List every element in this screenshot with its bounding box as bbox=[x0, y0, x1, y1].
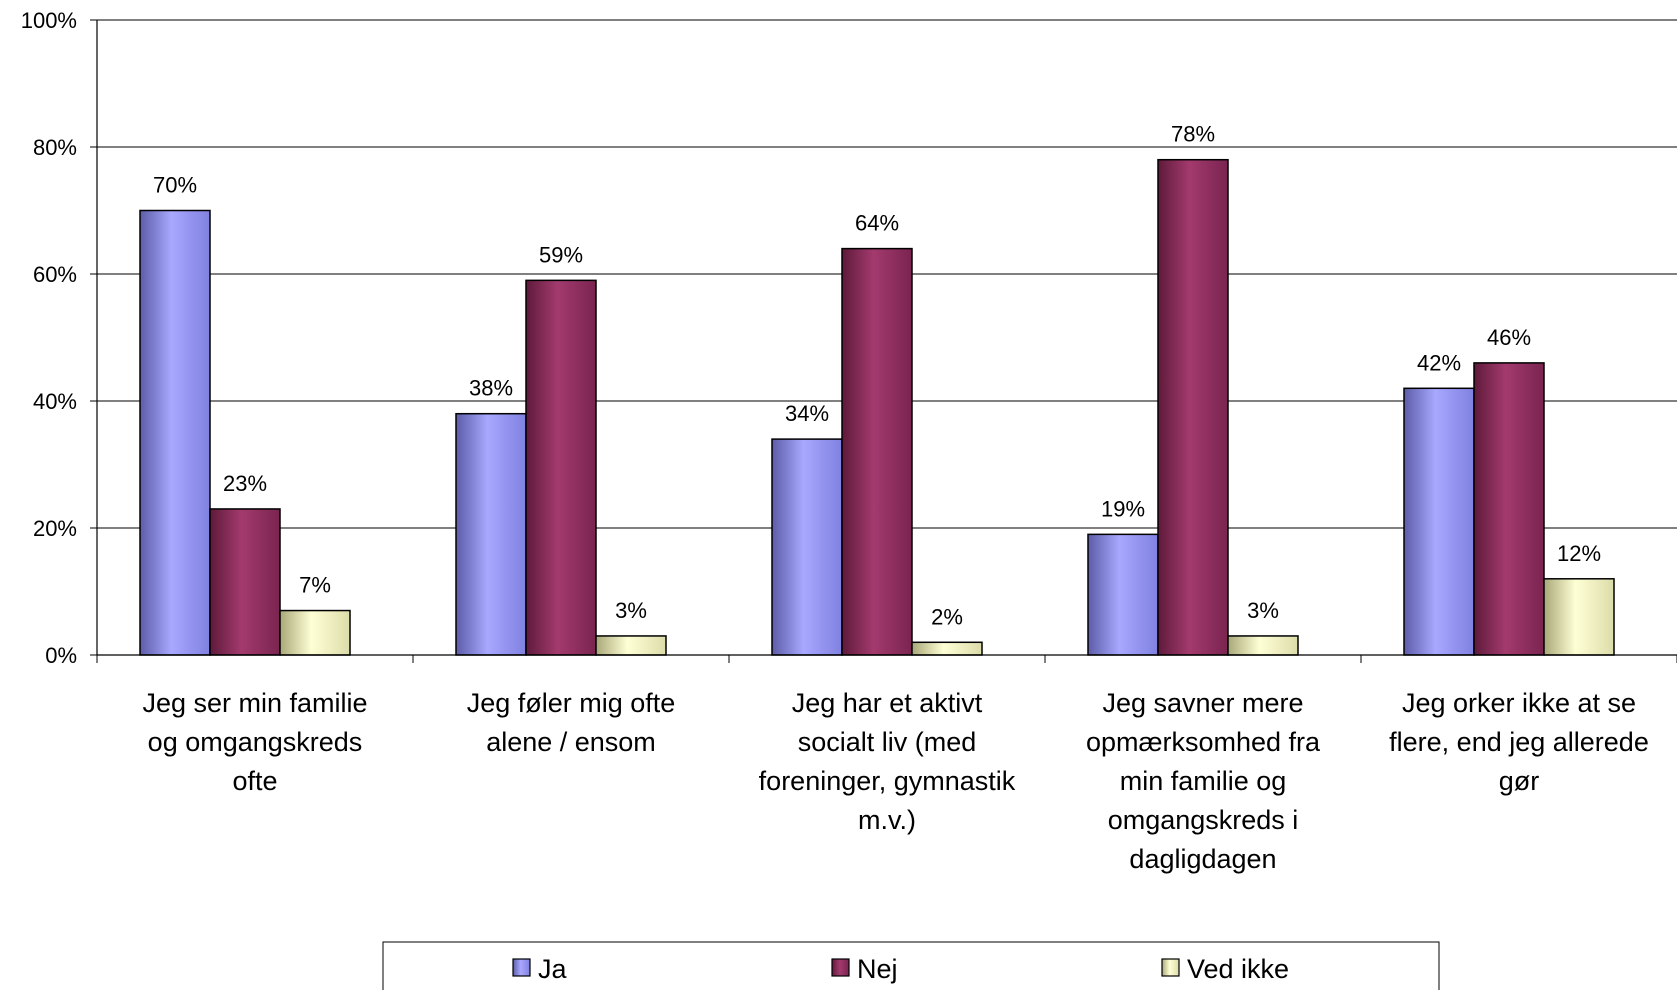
data-label: 7% bbox=[299, 573, 331, 598]
data-label: 64% bbox=[855, 211, 899, 236]
data-label: 78% bbox=[1171, 122, 1215, 147]
bar-ved-ikke bbox=[279, 609, 351, 656]
data-label: 3% bbox=[615, 598, 647, 623]
category-label: Jeg ser min familie og omgangskreds ofte bbox=[142, 688, 367, 796]
legend-swatch bbox=[831, 958, 850, 977]
data-label: 19% bbox=[1101, 496, 1145, 521]
y-tick-label: 100% bbox=[21, 8, 77, 33]
bar-ja bbox=[455, 412, 527, 656]
bar-ja bbox=[1403, 387, 1475, 656]
bar-ved-ikke bbox=[1543, 578, 1615, 656]
data-label: 12% bbox=[1557, 541, 1601, 566]
data-labels: 70% 23% 7% 38% 59% 3% 34% 64% 2% 19% 78% 3% 42% 46% 12… bbox=[153, 122, 1601, 630]
bar-nej bbox=[209, 508, 281, 656]
y-tick-label: 40% bbox=[33, 389, 77, 414]
legend-swatch bbox=[512, 958, 531, 977]
legend-entry: Ja bbox=[538, 954, 568, 984]
data-label: 46% bbox=[1487, 325, 1531, 350]
legend-entry: Nej bbox=[857, 954, 898, 984]
legend: Ja Nej Ved ikke bbox=[382, 941, 1440, 990]
category-label: Jeg orker ikke at se flere, end jeg aller… bbox=[1389, 688, 1649, 796]
data-label: 34% bbox=[785, 401, 829, 426]
bars bbox=[139, 158, 1615, 656]
legend-box bbox=[382, 941, 1440, 990]
data-label: 38% bbox=[469, 376, 513, 401]
legend-swatch bbox=[1161, 958, 1180, 977]
category-label: Jeg savner mere opmærksomhed fra min famil… bbox=[1086, 688, 1321, 874]
data-label: 42% bbox=[1417, 350, 1461, 375]
y-tick-label: 0% bbox=[45, 643, 77, 668]
data-label: 2% bbox=[931, 604, 963, 629]
bar-ja bbox=[1087, 533, 1159, 656]
bar-ved-ikke bbox=[1227, 635, 1299, 656]
data-label: 23% bbox=[223, 471, 267, 496]
category-label: Jeg føler mig ofte alene / ensom bbox=[467, 688, 676, 757]
bar-ved-ikke bbox=[595, 635, 667, 656]
data-label: 70% bbox=[153, 173, 197, 198]
bar-ja bbox=[139, 209, 211, 656]
bar-ja bbox=[771, 438, 843, 656]
y-tick-label: 80% bbox=[33, 135, 77, 160]
y-tick-label: 20% bbox=[33, 516, 77, 541]
category-label: Jeg har et aktivt socialt liv (med forenin… bbox=[759, 688, 1016, 835]
category-labels: Jeg ser min familie og omgangskreds ofte Je… bbox=[142, 688, 1648, 874]
data-label: 3% bbox=[1247, 598, 1279, 623]
legend-entry: Ved ikke bbox=[1187, 954, 1289, 984]
y-tick-label: 60% bbox=[33, 262, 77, 287]
bar-nej bbox=[525, 279, 597, 656]
bar-nej bbox=[1157, 158, 1229, 656]
bar-nej bbox=[841, 247, 913, 656]
y-axis-ticks: 0% 20% 40% 60% 80% 100% bbox=[21, 8, 97, 668]
axes bbox=[96, 20, 1677, 663]
bar-ved-ikke bbox=[911, 641, 983, 656]
data-label: 59% bbox=[539, 242, 583, 267]
bar-nej bbox=[1473, 362, 1545, 656]
